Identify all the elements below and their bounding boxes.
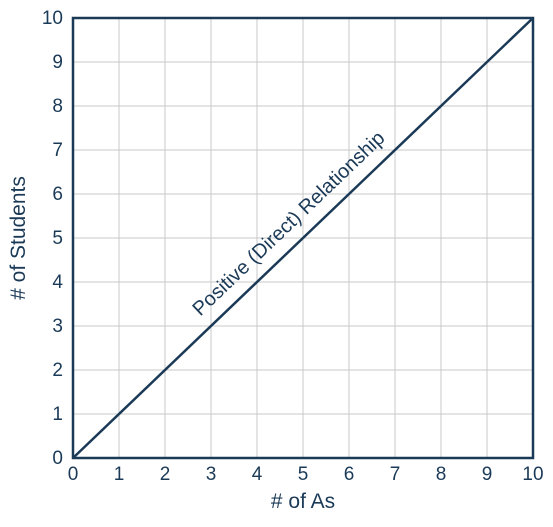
line-label: Positive (Direct) Relationship	[189, 127, 390, 320]
y-tick-label: 6	[52, 184, 63, 205]
y-tick-label: 10	[42, 8, 63, 29]
x-tick-label: 6	[344, 464, 355, 485]
x-axis-label: # of As	[271, 490, 335, 513]
y-tick-label: 7	[52, 140, 63, 161]
chart-svg: 0 1 2 3 4 5 6 7 8 9 10 0 1 2 3 4 5 6 7 8 9 10 # of As # of Stud…	[0, 0, 553, 527]
y-tick-label: 0	[52, 448, 63, 469]
y-tick-label: 3	[52, 316, 63, 337]
y-tick-label: 8	[52, 96, 63, 117]
x-tick-label: 10	[522, 464, 543, 485]
x-tick-label: 3	[206, 464, 217, 485]
x-tick-label: 8	[436, 464, 447, 485]
line-chart: 0 1 2 3 4 5 6 7 8 9 10 0 1 2 3 4 5 6 7 8 9 10 # of As # of Stud…	[0, 0, 553, 527]
y-axis-label: # of Students	[7, 176, 30, 300]
x-tick-label: 7	[390, 464, 401, 485]
x-tick-label: 0	[68, 464, 79, 485]
y-tick-label: 9	[52, 52, 63, 73]
y-tick-label: 5	[52, 228, 63, 249]
y-tick-label: 4	[52, 272, 63, 293]
x-tick-label: 4	[252, 464, 263, 485]
x-tick-label: 9	[482, 464, 493, 485]
y-tick-label: 1	[52, 404, 63, 425]
x-tick-label: 2	[160, 464, 171, 485]
y-tick-label: 2	[52, 360, 63, 381]
x-tick-label: 1	[114, 464, 125, 485]
x-tick-label: 5	[298, 464, 309, 485]
